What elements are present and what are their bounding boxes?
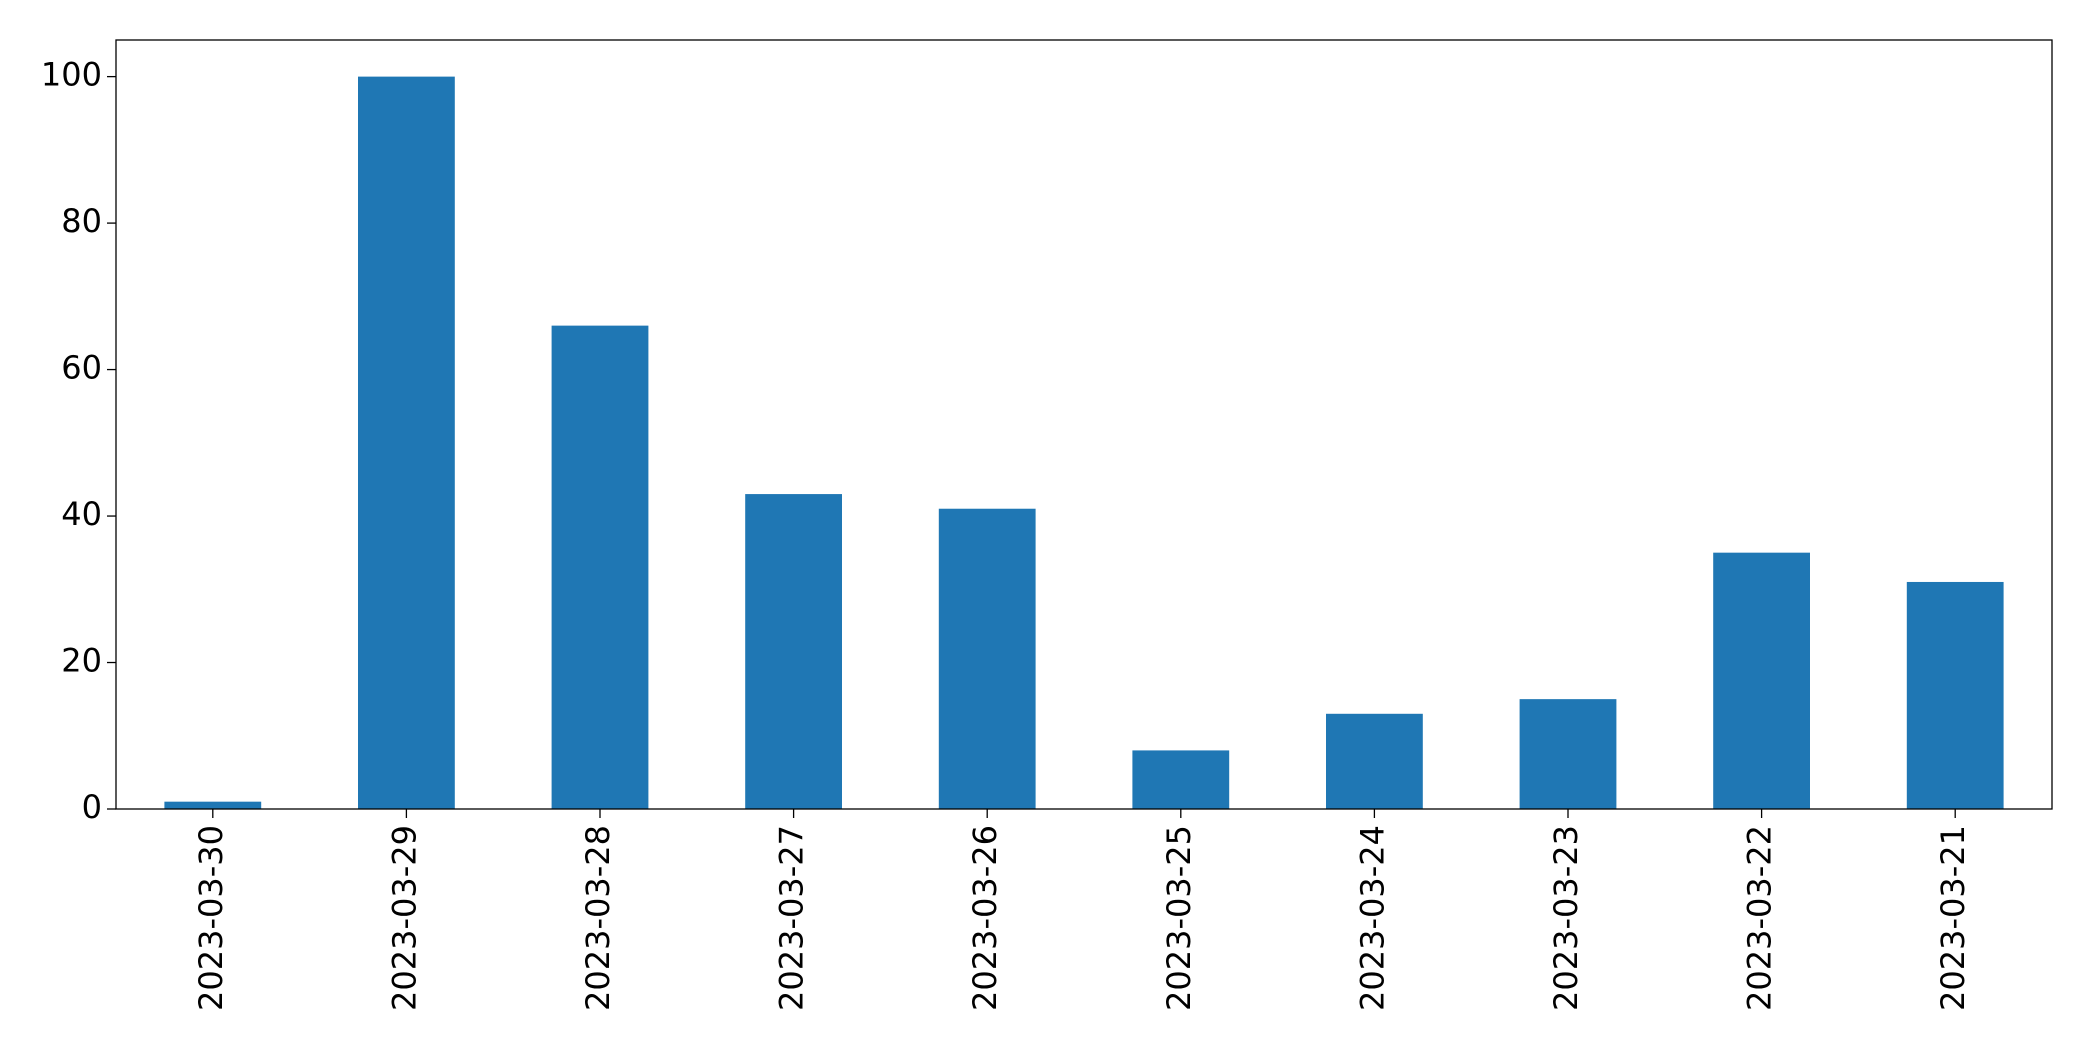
bar <box>938 508 1036 809</box>
bar <box>745 494 842 809</box>
x-tick-label: 2023-03-30 <box>192 825 230 1011</box>
x-tick-label: 2023-03-29 <box>385 825 423 1011</box>
y-tick-label: 20 <box>61 642 102 680</box>
bar <box>1906 581 2004 809</box>
bar <box>164 801 262 809</box>
y-tick-label: 100 <box>41 56 102 94</box>
plot-frame <box>115 39 2053 810</box>
x-tick-label: 2023-03-23 <box>1547 825 1585 1011</box>
y-tick-label: 0 <box>82 788 102 826</box>
bar <box>551 325 649 809</box>
bar <box>1326 713 1423 809</box>
x-tick-label: 2023-03-26 <box>966 825 1004 1011</box>
y-tick-label: 60 <box>61 349 102 387</box>
x-tick-label: 2023-03-27 <box>773 825 811 1011</box>
x-tick-label: 2023-03-22 <box>1741 825 1779 1011</box>
x-tick-label: 2023-03-24 <box>1353 825 1391 1011</box>
x-tick-label: 2023-03-21 <box>1934 825 1972 1011</box>
y-tick-label: 80 <box>61 202 102 240</box>
bar <box>1519 699 1617 809</box>
x-tick-label: 2023-03-28 <box>579 825 617 1011</box>
y-tick-label: 40 <box>61 495 102 533</box>
bar <box>1713 552 1810 809</box>
bar <box>358 76 455 810</box>
bar <box>1132 750 1230 809</box>
x-tick-label: 2023-03-25 <box>1160 825 1198 1011</box>
